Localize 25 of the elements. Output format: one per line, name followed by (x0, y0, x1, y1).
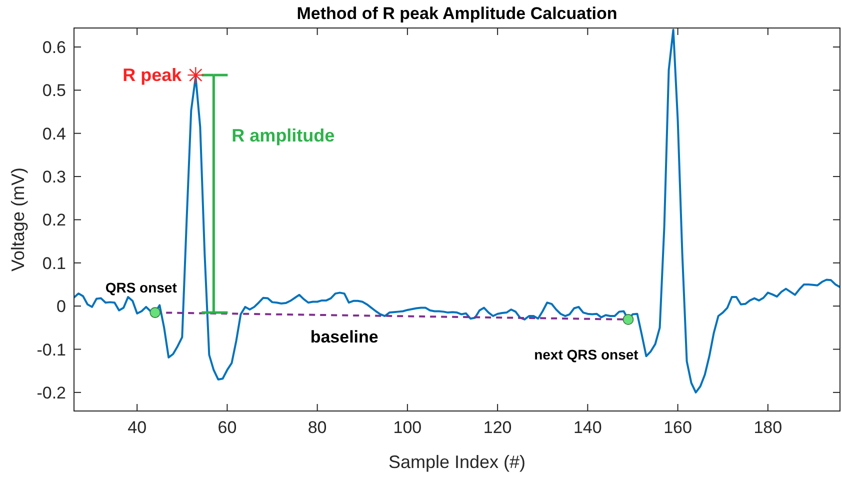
chart-title: Method of R peak Amplitude Calcuation (296, 4, 618, 23)
x-tick-label: 160 (664, 418, 692, 437)
annotation: baseline (310, 328, 378, 347)
y-tick-label: 0.5 (42, 81, 66, 100)
y-tick-label: -0.2 (36, 383, 66, 402)
x-tick-label: 40 (128, 418, 147, 437)
annotation: R amplitude (232, 125, 335, 146)
x-tick-label: 120 (483, 418, 512, 437)
x-tick-label: 180 (754, 418, 782, 437)
y-tick-label: 0 (56, 297, 66, 316)
x-tick-label: 140 (573, 418, 602, 437)
y-tick-label: 0.3 (42, 168, 66, 187)
y-axis-title: Voltage (mV) (8, 167, 28, 272)
y-tick-label: -0.1 (36, 340, 66, 360)
annotation: R peak (122, 65, 183, 86)
x-axis-title: Sample Index (#) (388, 452, 526, 472)
annotation: next QRS onset (534, 346, 639, 362)
y-tick-label: 0.4 (42, 124, 66, 144)
y-tick-label: 0.6 (42, 38, 66, 57)
y-tick-label: 0.2 (42, 210, 66, 230)
y-tick-label: 0.1 (42, 254, 66, 273)
x-tick-label: 60 (218, 418, 237, 437)
annotation: QRS onset (105, 280, 178, 296)
x-tick-label: 80 (308, 418, 327, 437)
x-tick-label: 100 (393, 418, 422, 437)
